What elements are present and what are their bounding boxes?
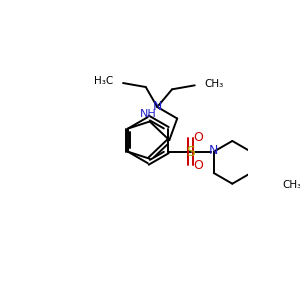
Text: O: O bbox=[193, 159, 203, 172]
Text: CH₃: CH₃ bbox=[205, 79, 224, 89]
Text: NH: NH bbox=[140, 109, 157, 119]
Text: H₃C: H₃C bbox=[94, 76, 113, 86]
Text: CH₃: CH₃ bbox=[282, 179, 300, 190]
Text: S: S bbox=[186, 145, 195, 159]
Text: N: N bbox=[209, 143, 218, 157]
Text: O: O bbox=[193, 131, 203, 144]
Text: N: N bbox=[153, 100, 162, 113]
